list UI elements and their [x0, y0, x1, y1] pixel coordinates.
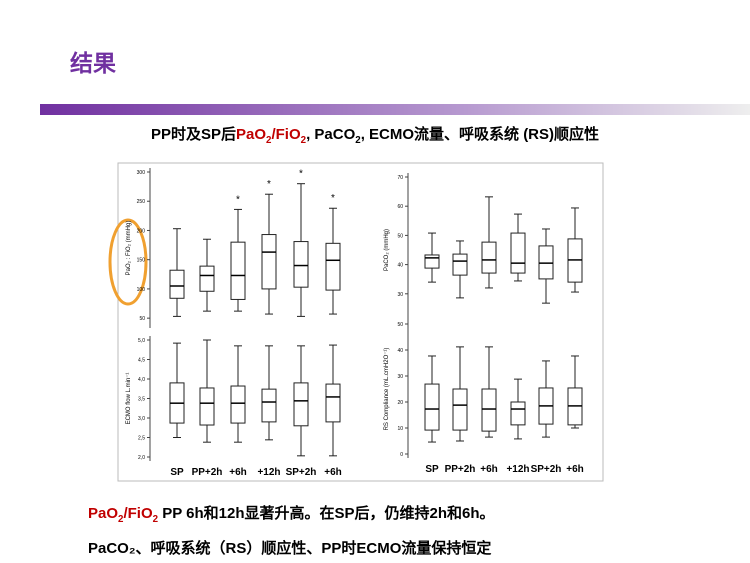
significance-marker: * — [236, 194, 240, 205]
box — [293, 382, 309, 427]
subtitle-sub: 2 — [355, 135, 361, 146]
chart-frame — [117, 162, 604, 482]
x-tick-label: +6h — [229, 467, 247, 478]
subtitle-text: , ECMO流量、呼吸系统 (RS)顺应性 — [360, 126, 600, 143]
footer-text: PaO — [88, 505, 119, 522]
box — [261, 234, 277, 290]
footer-sub: 2 — [152, 514, 159, 525]
y-tick-label: 30 — [397, 374, 403, 380]
y-tick-label: 50 — [397, 322, 403, 328]
subtitle-text: PP时及SP后 — [150, 126, 236, 143]
x-tick-label: PP+2h — [192, 467, 223, 478]
y-tick-label: 50 — [397, 233, 403, 239]
y-tick-label: 4,0 — [138, 377, 145, 383]
footer-sub: 2 — [118, 514, 124, 525]
y-tick-label: 40 — [397, 348, 403, 354]
box — [230, 385, 246, 424]
box — [199, 265, 215, 292]
y-tick-label: 3,5 — [138, 397, 145, 403]
x-tick-label: SP — [425, 464, 439, 475]
box — [481, 241, 497, 274]
x-tick-label: PP+2h — [445, 464, 476, 475]
subtitle-text: , PaCO — [306, 126, 356, 143]
y-tick-label: 40 — [397, 263, 403, 269]
x-tick-label: +12h — [506, 464, 529, 475]
y-tick-label: 150 — [137, 258, 146, 264]
x-tick-label: SP+2h — [286, 467, 317, 478]
y-tick-label: 0 — [400, 452, 403, 458]
y-tick-label: 30 — [397, 292, 403, 298]
subtitle-sub: 2 — [266, 135, 272, 146]
box — [424, 254, 440, 269]
y-tick-label: 50 — [139, 316, 145, 322]
highlight-ellipse — [108, 218, 148, 306]
y-tick-label: 70 — [397, 175, 403, 181]
box — [510, 232, 526, 274]
box — [325, 383, 341, 423]
x-tick-label: SP — [170, 467, 184, 478]
box — [293, 241, 309, 288]
subtitle-text: /FiO — [271, 126, 301, 143]
x-tick-label: +6h — [566, 464, 584, 475]
footer-text: PP 6h和12h显著升高。在SP后，仍维持2h和6h。 — [158, 505, 495, 522]
y-axis-label: ECMO flow L.min⁻¹ — [126, 373, 132, 425]
box — [230, 241, 246, 300]
footer-line: PaO2/FiO2 PP 6h和12h显著升高。在SP后，仍维持2h和6h。 — [88, 502, 495, 525]
x-tick-label: +6h — [480, 464, 498, 475]
slide-title: 结果 — [70, 50, 116, 76]
y-tick-label: 3,0 — [138, 416, 145, 422]
box — [199, 387, 215, 426]
y-tick-label: 2,0 — [138, 455, 145, 461]
subtitle-sub: 2 — [300, 135, 307, 146]
y-tick-label: 4,5 — [138, 358, 145, 364]
subtitle-text: PaO — [236, 126, 267, 143]
y-axis-label: RS Compliance (mL.cmH2O⁻¹) — [384, 348, 390, 431]
y-tick-label: 250 — [137, 199, 146, 205]
y-tick-label: 100 — [137, 287, 146, 293]
y-tick-label: 5,0 — [138, 338, 145, 344]
box — [452, 253, 468, 276]
significance-marker: * — [267, 179, 271, 190]
box — [261, 388, 277, 423]
box — [424, 383, 440, 431]
box — [510, 401, 526, 426]
x-tick-label: SP+2h — [531, 464, 562, 475]
y-axis-label: PaO₂ : FiO₂ (mmHg) — [126, 221, 132, 276]
x-tick-label: +6h — [324, 467, 342, 478]
significance-marker: * — [299, 169, 303, 180]
y-axis-label: PaCO₂ (mmHg) — [384, 229, 390, 271]
y-tick-label: 300 — [137, 170, 146, 176]
box — [169, 269, 185, 299]
box — [325, 242, 341, 291]
title-bar — [40, 104, 750, 115]
box — [452, 388, 468, 431]
y-tick-label: 200 — [137, 228, 146, 234]
y-tick-label: 10 — [397, 426, 403, 432]
footer-text: /FiO — [123, 505, 153, 522]
box — [481, 388, 497, 432]
y-tick-label: 2,5 — [138, 436, 145, 442]
footer-line: PaCO₂、呼吸系统（RS）顺应性、PP时ECMO流量保持恒定 — [88, 540, 492, 557]
subtitle: PP时及SP后PaO2/FiO2, PaCO2, ECMO流量、呼吸系统 (RS… — [0, 123, 750, 146]
x-tick-label: +12h — [257, 467, 280, 478]
y-tick-label: 20 — [397, 400, 403, 406]
significance-marker: * — [331, 193, 335, 204]
y-tick-label: 60 — [397, 204, 403, 210]
